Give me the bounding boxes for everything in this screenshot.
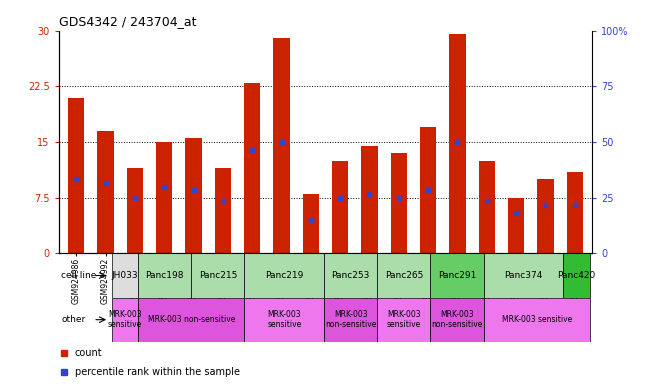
Text: MRK-003
non-sensitive: MRK-003 non-sensitive bbox=[325, 310, 376, 329]
Bar bbox=[332, 161, 348, 253]
Bar bbox=[478, 161, 495, 253]
Text: count: count bbox=[75, 348, 102, 358]
Text: MRK-003
sensitive: MRK-003 sensitive bbox=[387, 310, 421, 329]
Text: GDS4342 / 243704_at: GDS4342 / 243704_at bbox=[59, 15, 196, 28]
Text: Panc291: Panc291 bbox=[437, 271, 476, 280]
Text: MRK-003
sensitive: MRK-003 sensitive bbox=[267, 310, 301, 329]
Bar bbox=[244, 83, 260, 253]
Bar bbox=[112, 253, 138, 298]
Bar bbox=[273, 38, 290, 253]
Text: cell line: cell line bbox=[61, 271, 96, 280]
Bar bbox=[98, 131, 113, 253]
Bar bbox=[508, 198, 524, 253]
Bar bbox=[324, 253, 378, 298]
Text: MRK-003
non-sensitive: MRK-003 non-sensitive bbox=[431, 310, 482, 329]
Bar bbox=[245, 253, 324, 298]
Bar bbox=[138, 298, 245, 342]
Bar bbox=[186, 138, 202, 253]
Bar bbox=[563, 253, 590, 298]
Bar bbox=[361, 146, 378, 253]
Text: Panc198: Panc198 bbox=[146, 271, 184, 280]
Bar bbox=[245, 298, 324, 342]
Bar bbox=[191, 253, 245, 298]
Text: Panc219: Panc219 bbox=[265, 271, 303, 280]
Bar bbox=[430, 253, 484, 298]
Text: other: other bbox=[61, 315, 85, 324]
Bar bbox=[484, 253, 563, 298]
Bar bbox=[391, 153, 407, 253]
Text: Panc374: Panc374 bbox=[504, 271, 542, 280]
Text: percentile rank within the sample: percentile rank within the sample bbox=[75, 367, 240, 377]
Text: MRK-003 sensitive: MRK-003 sensitive bbox=[501, 315, 572, 324]
Bar bbox=[303, 194, 319, 253]
Bar bbox=[215, 168, 231, 253]
Bar bbox=[449, 35, 465, 253]
Bar bbox=[138, 253, 191, 298]
Text: Panc420: Panc420 bbox=[557, 271, 596, 280]
Text: JH033: JH033 bbox=[112, 271, 138, 280]
Bar bbox=[112, 298, 138, 342]
Bar bbox=[538, 179, 553, 253]
Bar bbox=[127, 168, 143, 253]
Text: Panc265: Panc265 bbox=[385, 271, 423, 280]
Text: Panc215: Panc215 bbox=[199, 271, 237, 280]
Bar bbox=[420, 127, 436, 253]
Bar bbox=[324, 298, 378, 342]
Bar bbox=[430, 298, 484, 342]
Bar bbox=[567, 172, 583, 253]
Bar bbox=[378, 253, 430, 298]
Text: Panc253: Panc253 bbox=[331, 271, 370, 280]
Bar bbox=[156, 142, 173, 253]
Bar bbox=[68, 98, 84, 253]
Text: MRK-003 non-sensitive: MRK-003 non-sensitive bbox=[148, 315, 235, 324]
Text: MRK-003
sensitive: MRK-003 sensitive bbox=[108, 310, 142, 329]
Bar bbox=[378, 298, 430, 342]
Bar bbox=[484, 298, 590, 342]
